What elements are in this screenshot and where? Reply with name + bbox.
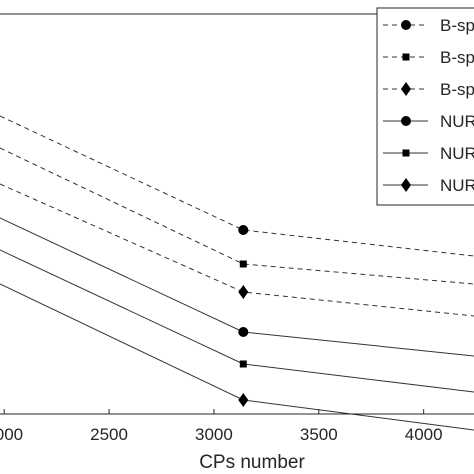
- x-tick-label: 3000: [195, 425, 233, 444]
- series-layer: [0, 115, 474, 431]
- legend: B-sp B-sp B-sp NUR NUR NUR: [376, 7, 474, 206]
- legend-label-4: NUR: [440, 112, 474, 131]
- legend-marker-5: [402, 149, 410, 157]
- legend-marker-1: [401, 20, 411, 30]
- series-marker-3: [238, 285, 249, 299]
- x-tick-label: 2500: [90, 425, 128, 444]
- series-line-2: [0, 147, 474, 285]
- legend-marker-6: [401, 178, 411, 192]
- x-tick-layer: 2000 2500 3000 3500 4000: [0, 409, 443, 444]
- x-axis-label: CPs number: [199, 452, 305, 473]
- series-marker-4: [238, 327, 249, 337]
- x-tick-label: 3500: [300, 425, 338, 444]
- series-marker-2: [239, 260, 247, 268]
- series-line-1: [0, 115, 474, 257]
- legend-marker-2: [402, 53, 410, 61]
- legend-label-2: B-sp: [440, 48, 474, 67]
- series-marker-6: [238, 393, 249, 407]
- legend-marker-4: [401, 116, 411, 126]
- legend-label-5: NUR: [440, 144, 474, 163]
- legend-label-6: NUR: [440, 176, 474, 195]
- series-marker-5: [239, 360, 247, 368]
- series-marker-1: [238, 225, 249, 235]
- legend-marker-3: [401, 82, 411, 96]
- legend-label-3: B-sp: [440, 80, 474, 99]
- legend-label-1: B-sp: [440, 16, 474, 35]
- legend-box: [376, 7, 474, 206]
- x-tick-label: 2000: [0, 425, 23, 444]
- x-tick-label: 4000: [405, 425, 443, 444]
